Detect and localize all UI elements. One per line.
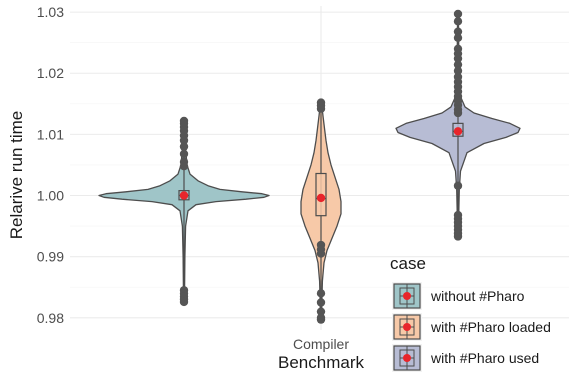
violin-group: [300, 98, 342, 324]
y-tick-labels: 0.98 0.99 1.00 1.01 1.02 1.03: [37, 4, 64, 326]
legend-item: without #Pharo: [392, 282, 525, 310]
x-tick-labels: Compiler: [293, 336, 349, 352]
x-axis-title: Benchmark: [278, 353, 364, 372]
outlier-point: [179, 161, 189, 171]
y-tick-label: 1.02: [37, 65, 64, 81]
outlier-point: [453, 17, 463, 26]
outlier-point: [316, 249, 326, 258]
outlier-point: [316, 307, 326, 316]
outlier-point: [453, 54, 463, 63]
legend: case without #Pharo with #Pharo loaded wit…: [390, 254, 551, 372]
outlier-point: [179, 136, 189, 145]
outlier-point: [179, 297, 189, 307]
legend-label: with #Pharo used: [430, 350, 539, 366]
legend-item: with #Pharo used: [392, 344, 539, 372]
y-tick-label: 0.99: [37, 249, 64, 265]
violin-group: [98, 116, 270, 307]
mean-point: [453, 127, 463, 136]
y-axis-title: Relarive run time: [7, 111, 26, 240]
outlier-point: [453, 108, 463, 118]
mean-point: [179, 191, 189, 200]
outlier-point: [453, 232, 463, 241]
outlier-point: [453, 181, 463, 190]
y-tick-label: 0.98: [37, 310, 64, 326]
outlier-point: [316, 298, 326, 307]
legend-key-mean: [403, 354, 411, 362]
legend-title: case: [390, 254, 426, 273]
outlier-point: [453, 9, 463, 19]
legend-item: with #Pharo loaded: [392, 313, 551, 341]
outlier-point: [179, 142, 189, 151]
outlier-point: [453, 60, 463, 69]
violins: [98, 9, 521, 324]
outlier-point: [316, 104, 326, 113]
violin-group: [395, 9, 521, 241]
x-tick-label: Compiler: [293, 336, 349, 352]
legend-label: without #Pharo: [430, 288, 525, 304]
mean-point: [316, 193, 326, 203]
outlier-point: [179, 149, 189, 159]
outlier-point: [453, 33, 463, 42]
legend-label: with #Pharo loaded: [430, 319, 551, 335]
outlier-point: [453, 66, 463, 76]
legend-key-mean: [403, 292, 411, 300]
outlier-point: [316, 315, 326, 324]
y-tick-label: 1.03: [37, 4, 64, 20]
outlier-point: [316, 289, 326, 298]
y-tick-label: 1.01: [37, 126, 64, 142]
legend-key-mean: [403, 323, 411, 331]
outlier-point: [453, 27, 463, 36]
y-tick-label: 1.00: [37, 188, 64, 204]
